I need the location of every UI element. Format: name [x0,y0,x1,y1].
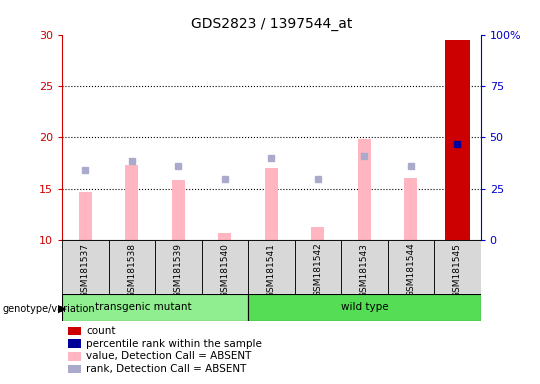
Bar [404,178,417,240]
Text: GSM181541: GSM181541 [267,243,276,298]
Text: percentile rank within the sample: percentile rank within the sample [86,339,262,349]
Text: GSM181538: GSM181538 [127,243,136,298]
Bar [444,40,470,240]
Bar [172,180,185,240]
Text: rank, Detection Call = ABSENT: rank, Detection Call = ABSENT [86,364,247,374]
Text: GSM181545: GSM181545 [453,243,462,298]
Bar [265,168,278,240]
Bar [388,240,434,294]
Bar [155,240,201,294]
Bar [248,240,295,294]
Text: ▶: ▶ [58,304,67,314]
Bar [248,294,481,321]
Text: value, Detection Call = ABSENT: value, Detection Call = ABSENT [86,351,252,361]
Bar [62,240,109,294]
Bar [451,40,464,240]
Bar [62,294,248,321]
Text: transgenic mutant: transgenic mutant [95,302,192,312]
Text: GSM181542: GSM181542 [313,243,322,298]
Bar [218,233,231,240]
Text: GSM181540: GSM181540 [220,243,230,298]
Text: wild type: wild type [341,302,388,312]
Bar [125,165,138,240]
Text: GSM181539: GSM181539 [174,243,183,298]
Bar [79,192,92,240]
Text: genotype/variation: genotype/variation [3,304,96,314]
Bar [434,240,481,294]
Bar [295,240,341,294]
Text: count: count [86,326,116,336]
Text: GSM181537: GSM181537 [81,243,90,298]
Bar [201,240,248,294]
Title: GDS2823 / 1397544_at: GDS2823 / 1397544_at [191,17,352,31]
Text: GSM181544: GSM181544 [407,243,415,298]
Bar [109,240,155,294]
Bar [312,227,325,240]
Bar [341,240,388,294]
Text: GSM181543: GSM181543 [360,243,369,298]
Bar [358,139,371,240]
